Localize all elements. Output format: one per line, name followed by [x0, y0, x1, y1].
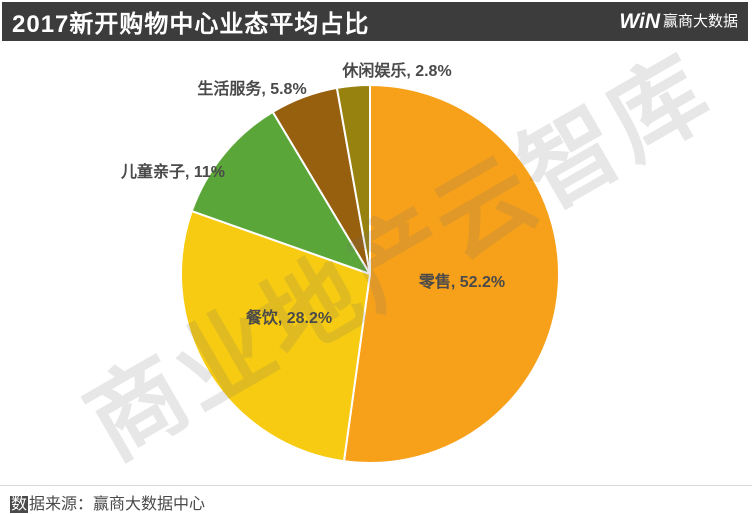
- pie-label-children: 儿童亲子, 11%: [120, 164, 226, 181]
- win-data-logo: WiN 赢商大数据: [619, 11, 738, 32]
- footer-divider: [0, 485, 752, 486]
- data-source-note: 数据来源：赢商大数据中心: [10, 490, 205, 514]
- pie-label-leisure: 休闲娱乐, 2.8%: [342, 63, 452, 80]
- win-logo-icon: WiN: [619, 10, 660, 33]
- logo-brand-text: 赢商大数据: [662, 13, 738, 30]
- pie-label-catering: 餐饮, 28.2%: [245, 310, 333, 327]
- page-title: 2017新开购物中心业态平均占比: [12, 11, 370, 38]
- title-bar: 2017新开购物中心业态平均占比 WiN 赢商大数据: [2, 2, 748, 41]
- pie-slice-4: [335, 84, 371, 275]
- pie-slice-2: [190, 110, 371, 275]
- pie-label-retail: 零售, 52.2%: [418, 274, 506, 291]
- pie-slice-1: [180, 210, 371, 463]
- source-text: 据来源：赢商大数据中心: [29, 496, 206, 513]
- source-highlight-char: 数: [10, 496, 29, 513]
- pie-label-life-services: 生活服务, 5.8%: [197, 81, 307, 98]
- pie-slice-0: [342, 84, 560, 464]
